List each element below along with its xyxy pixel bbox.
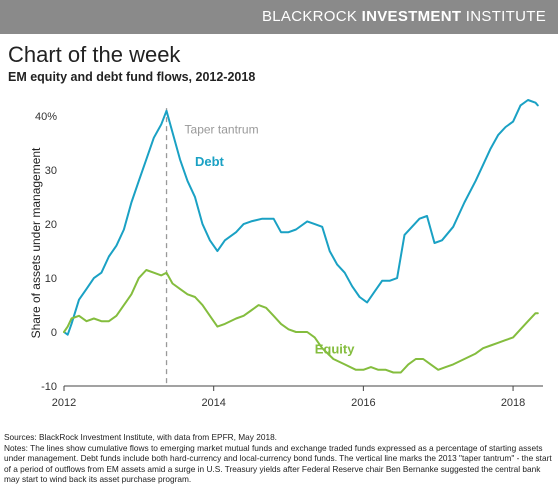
- header-bar: BLACKROCK INVESTMENT INSTITUTE: [0, 0, 558, 34]
- chart-notes: Sources: BlackRock Investment Institute,…: [4, 432, 554, 485]
- notes-text: Notes: The lines show cumulative flows t…: [4, 442, 552, 485]
- fund-flows-chart: 2012 2014 2016 2018 -10 0 10 20 30 40% Share of as…: [29, 99, 543, 409]
- debt-series-label: Debt: [195, 154, 225, 169]
- sources-note: Sources: BlackRock Investment Institute,…: [4, 432, 277, 442]
- chart-subtitle: EM equity and debt fund flows, 2012-2018: [8, 70, 256, 84]
- x-tick-label: 2012: [52, 397, 76, 409]
- brand-wordmark: BLACKROCK INVESTMENT INSTITUTE: [261, 8, 546, 25]
- debt-series-line: [63, 99, 539, 336]
- page-title: Chart of the week: [8, 42, 181, 67]
- y-tick-label: 40%: [35, 111, 57, 123]
- equity-series-line: [63, 269, 539, 374]
- taper-tantrum-label: Taper tantrum: [185, 123, 259, 137]
- x-tick-label: 2016: [351, 397, 375, 409]
- equity-series-label: Equity: [315, 341, 355, 356]
- y-tick-label: 30: [45, 165, 57, 177]
- x-tick-label: 2014: [201, 397, 225, 409]
- y-tick-label: -10: [41, 381, 57, 393]
- y-axis-label: Share of assets under management: [29, 147, 43, 338]
- y-tick-label: 0: [51, 327, 57, 339]
- y-tick-label: 20: [45, 219, 57, 231]
- x-tick-label: 2018: [501, 397, 525, 409]
- y-tick-label: 10: [45, 273, 57, 285]
